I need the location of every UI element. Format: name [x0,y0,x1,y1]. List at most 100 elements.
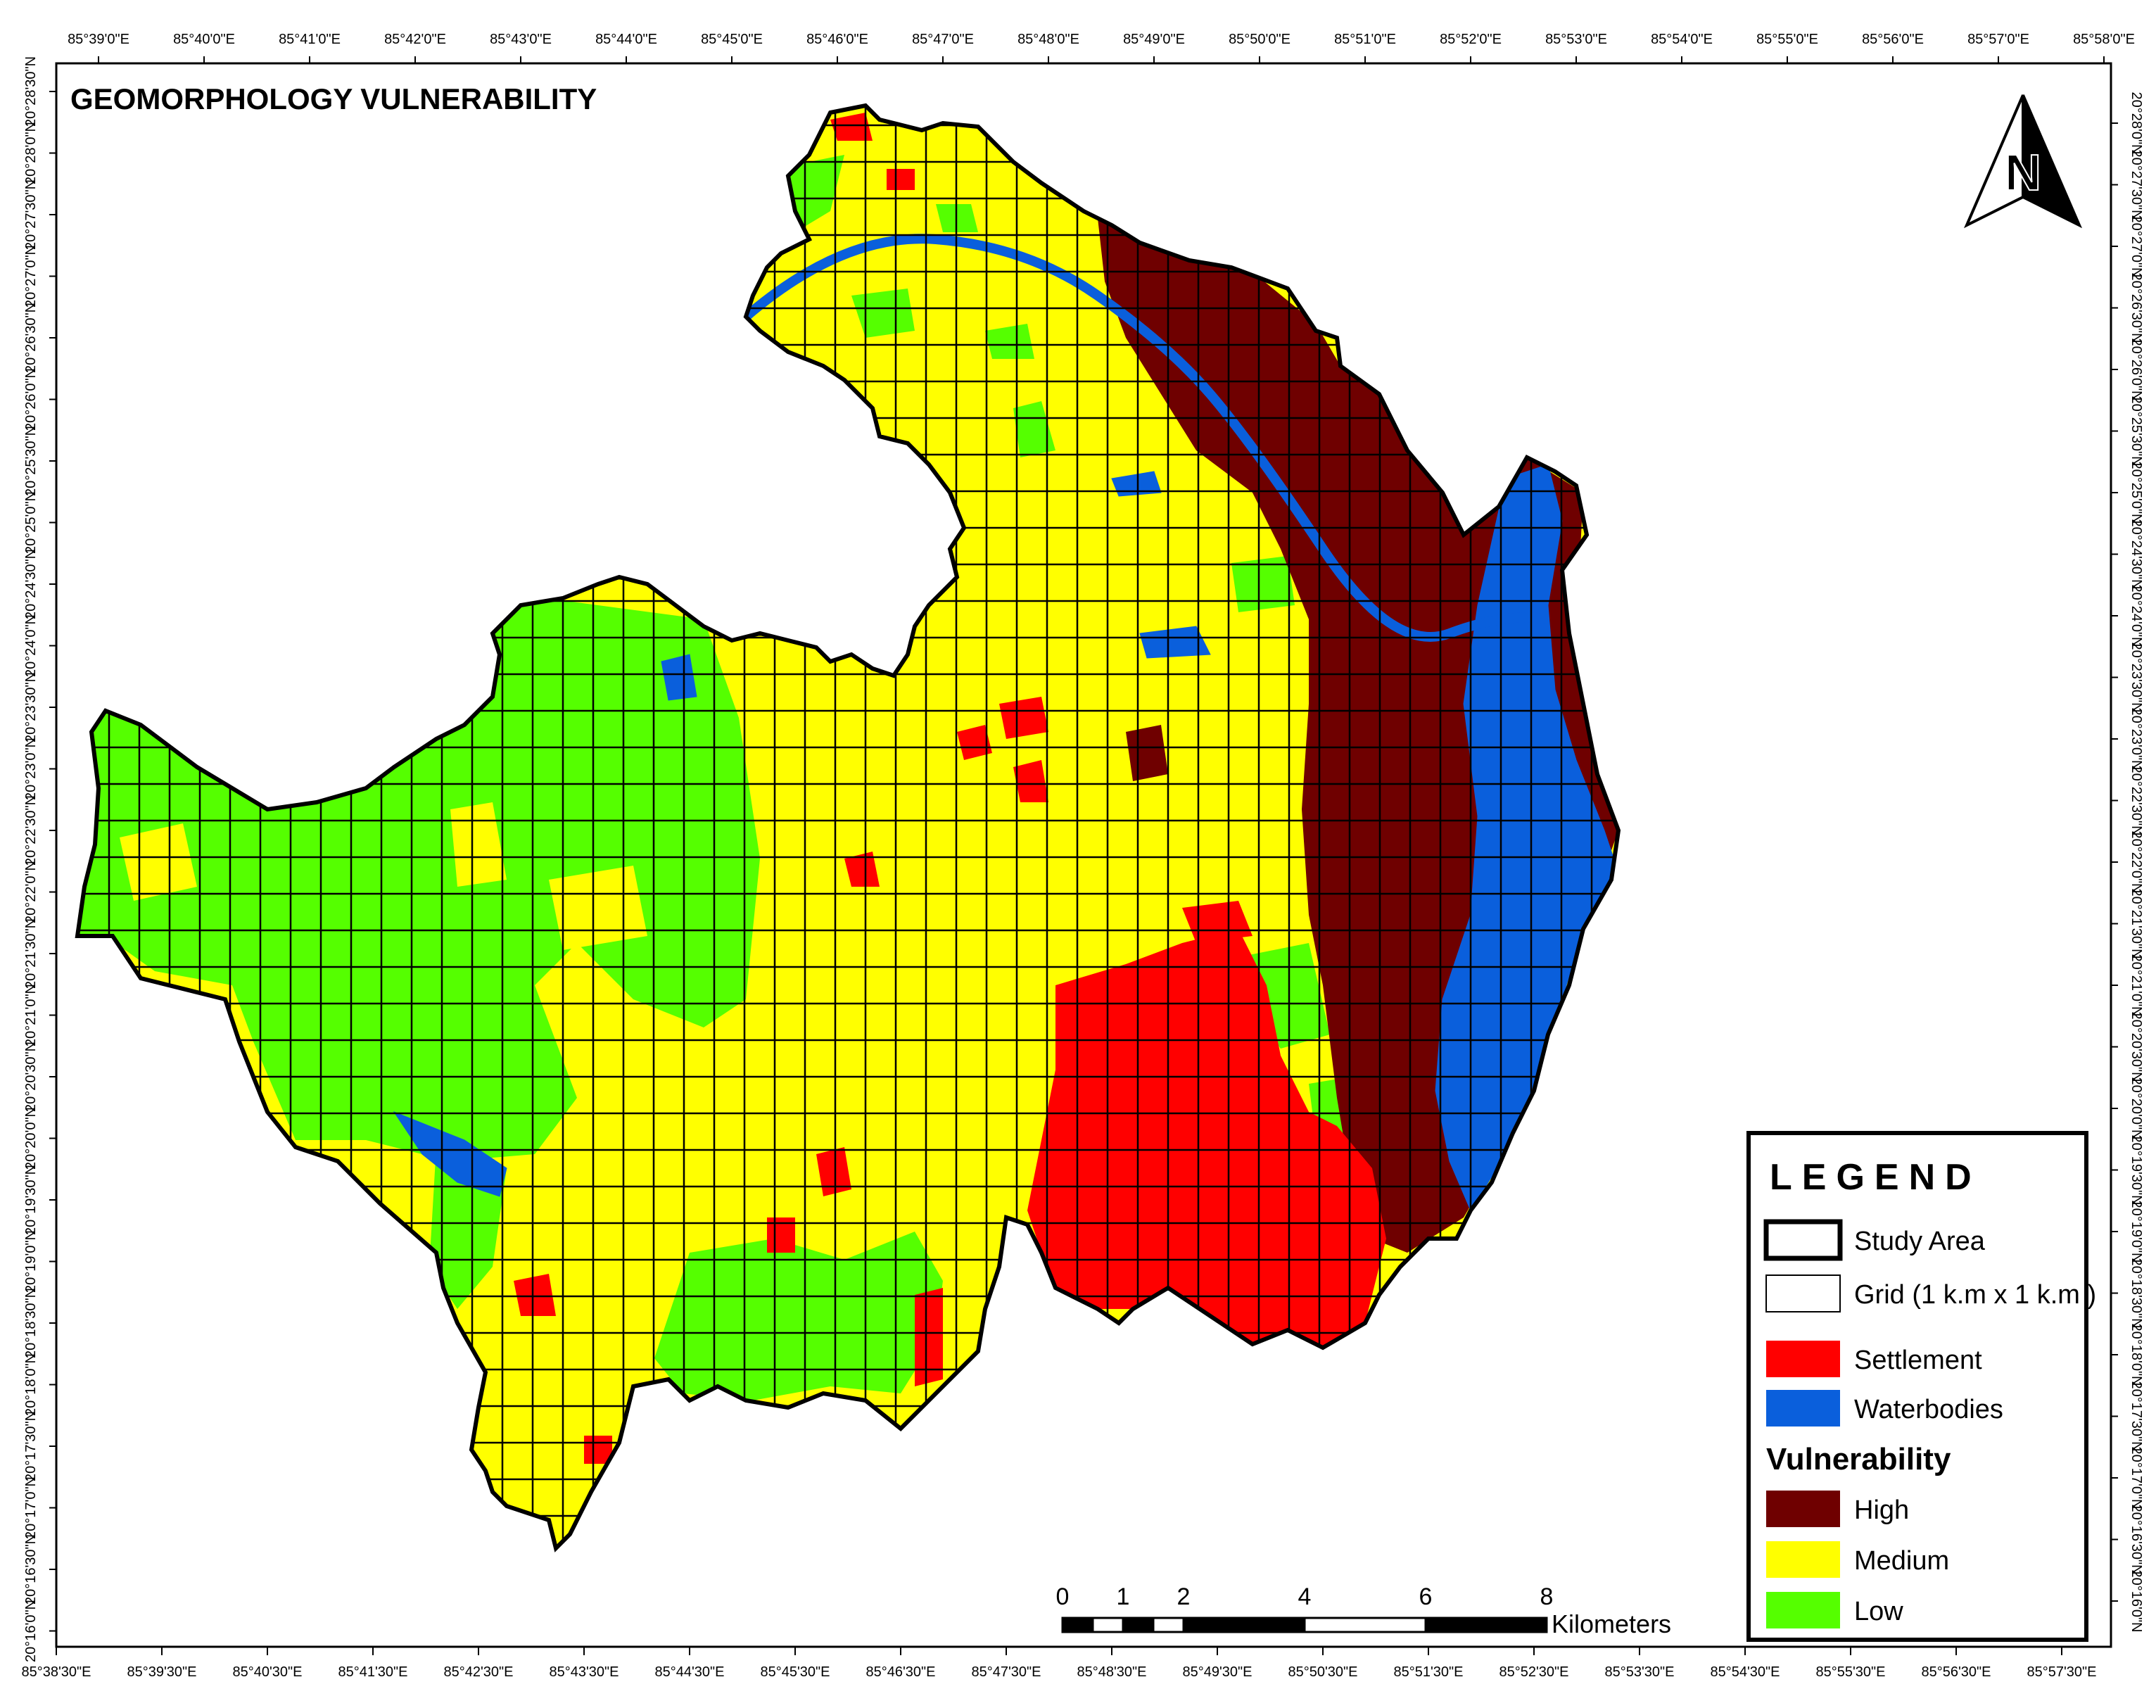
legend-study-area-label: Study Area [1854,1227,1986,1256]
top-tick-label: 85°53'0"E [1545,32,1607,47]
legend-settlement-swatch [1766,1341,1840,1377]
left-tick-label: 20°18'0"N [23,1353,39,1416]
bottom-tick-label: 85°48'30"E [1077,1664,1147,1680]
left-tick-label: 20°21'0"N [23,984,39,1046]
right-tick-label: 20°23'30"N [2129,642,2144,712]
legend-high-swatch [1766,1491,1840,1527]
scale-seg-5 [1182,1617,1306,1633]
top-tick-label: 85°57'0"E [1967,32,2029,47]
left-tick-label: 20°21'30"N [23,918,39,989]
scale-seg-1 [1061,1617,1094,1633]
right-tick-label: 20°27'30"N [2129,149,2144,220]
left-tick-label: 20°20'0"N [23,1107,39,1170]
left-tick-label: 20°18'30"N [23,1288,39,1358]
left-tick-label: 20°26'30"N [23,303,39,373]
legend-low-swatch [1766,1592,1840,1628]
legend-study-area-swatch [1763,1219,1843,1261]
left-tick-label: 20°16'0"N [23,1600,39,1662]
bottom-tick-label: 85°53'30"E [1605,1664,1675,1680]
bottom-tick-label: 85°43'30"E [550,1664,619,1680]
bottom-tick-label: 85°54'30"E [1711,1664,1780,1680]
right-tick-label: 20°26'30"N [2129,272,2144,343]
top-tick-label: 85°47'0"E [912,32,974,47]
top-tick-label: 85°42'0"E [384,32,446,47]
top-longitude-ticks: 85°39'0"E 85°40'0"E 85°41'0"E 85°42'0"E 85°4… [68,32,2135,63]
right-tick-label: 20°23'0"N [2129,708,2144,771]
right-tick-label: 20°16'0"N [2129,1570,2144,1633]
scale-label-8: 8 [1540,1583,1554,1610]
legend-waterbodies-label: Waterbodies [1854,1395,2003,1424]
legend-grid-label: Grid (1 k.m x 1 k.m ) [1854,1280,2096,1310]
top-tick-label: 85°49'0"E [1123,32,1185,47]
top-tick-label: 85°46'0"E [806,32,868,47]
left-tick-label: 20°19'0"N [23,1230,39,1293]
left-tick-label: 20°25'30"N [23,426,39,496]
legend-grid-swatch [1765,1274,1841,1312]
legend-high-label: High [1854,1495,1909,1525]
legend-settlement-label: Settlement [1854,1346,1982,1375]
right-tick-label: 20°20'30"N [2129,1011,2144,1082]
right-tick-label: 20°27'0"N [2129,215,2144,278]
left-tick-label: 20°25'0"N [23,491,39,554]
right-tick-label: 20°21'0"N [2129,954,2144,1017]
map-title: GEOMORPHOLOGY VULNERABILITY [70,82,597,115]
right-tick-label: 20°28'0"N [2129,92,2144,155]
bottom-longitude-ticks: 85°38'30"E 85°39'30"E 85°40'30"E 85°41'30"E… [22,1647,2097,1680]
top-tick-label: 85°43'0"E [490,32,552,47]
bottom-tick-label: 85°57'30"E [2027,1664,2097,1680]
right-tick-label: 20°21'30"N [2129,888,2144,959]
left-tick-label: 20°28'0"N [23,122,39,184]
legend: LEGEND Study Area Grid (1 k.m x 1 k.m ) … [1746,1131,2096,1642]
right-tick-label: 20°20'0"N [2129,1077,2144,1140]
scale-label-0: 0 [1056,1583,1070,1610]
bottom-tick-label: 85°51'30"E [1394,1664,1464,1680]
bottom-tick-label: 85°46'30"E [866,1664,936,1680]
legend-waterbodies-swatch [1766,1390,1840,1427]
study-area-outline [75,103,1621,1552]
top-tick-label: 85°50'0"E [1229,32,1291,47]
left-tick-label: 20°22'0"N [23,861,39,923]
right-tick-label: 20°17'30"N [2129,1381,2144,1451]
top-tick-label: 85°40'0"E [173,32,235,47]
scale-label-6: 6 [1419,1583,1433,1610]
top-tick-label: 85°44'0"E [595,32,657,47]
top-tick-label: 85°45'0"E [701,32,763,47]
left-tick-label: 20°17'30"N [23,1411,39,1481]
left-tick-label: 20°19'30"N [23,1165,39,1235]
scale-label-4: 4 [1298,1583,1312,1610]
right-latitude-ticks: 20°28'0"N20°27'30"N20°27'0"N20°26'30"N 20… [2111,92,2144,1633]
scale-seg-4 [1152,1617,1185,1633]
bottom-tick-label: 85°56'30"E [1922,1664,1991,1680]
left-tick-label: 20°17'0"N [23,1476,39,1539]
left-latitude-ticks: 20°28'30"N20°28'0"N20°27'30"N20°27'0"N20… [23,56,56,1662]
scale-bar: 0 1 2 4 6 8 Kilometers [1056,1583,1672,1638]
right-tick-label: 20°19'30"N [2129,1134,2144,1205]
right-tick-label: 20°17'0"N [2129,1447,2144,1510]
bottom-tick-label: 85°55'30"E [1816,1664,1886,1680]
right-tick-label: 20°19'0"N [2129,1201,2144,1263]
legend-low-label: Low [1854,1597,1903,1626]
bottom-tick-label: 85°44'30"E [655,1664,725,1680]
top-tick-label: 85°48'0"E [1017,32,1079,47]
left-tick-label: 20°20'30"N [23,1042,39,1112]
left-tick-label: 20°16'30"N [23,1534,39,1605]
top-tick-label: 85°54'0"E [1651,32,1713,47]
left-tick-label: 20°24'0"N [23,614,39,677]
scale-label-1: 1 [1117,1583,1130,1610]
legend-medium-label: Medium [1854,1546,1949,1576]
legend-vulnerability-title: Vulnerability [1766,1442,1951,1476]
right-tick-label: 20°25'0"N [2129,462,2144,524]
top-tick-label: 85°51'0"E [1334,32,1396,47]
bottom-tick-label: 85°45'30"E [761,1664,830,1680]
bottom-tick-label: 85°40'30"E [233,1664,303,1680]
left-tick-label: 20°28'30"N [23,56,39,127]
top-tick-label: 85°39'0"E [68,32,129,47]
right-tick-label: 20°16'30"N [2129,1504,2144,1574]
north-arrow-icon: N [1963,94,2083,229]
scale-label-2: 2 [1177,1583,1191,1610]
bottom-tick-label: 85°47'30"E [972,1664,1041,1680]
scale-seg-6 [1303,1617,1427,1633]
top-tick-label: 85°58'0"E [2073,32,2135,47]
right-tick-label: 20°22'0"N [2129,831,2144,894]
